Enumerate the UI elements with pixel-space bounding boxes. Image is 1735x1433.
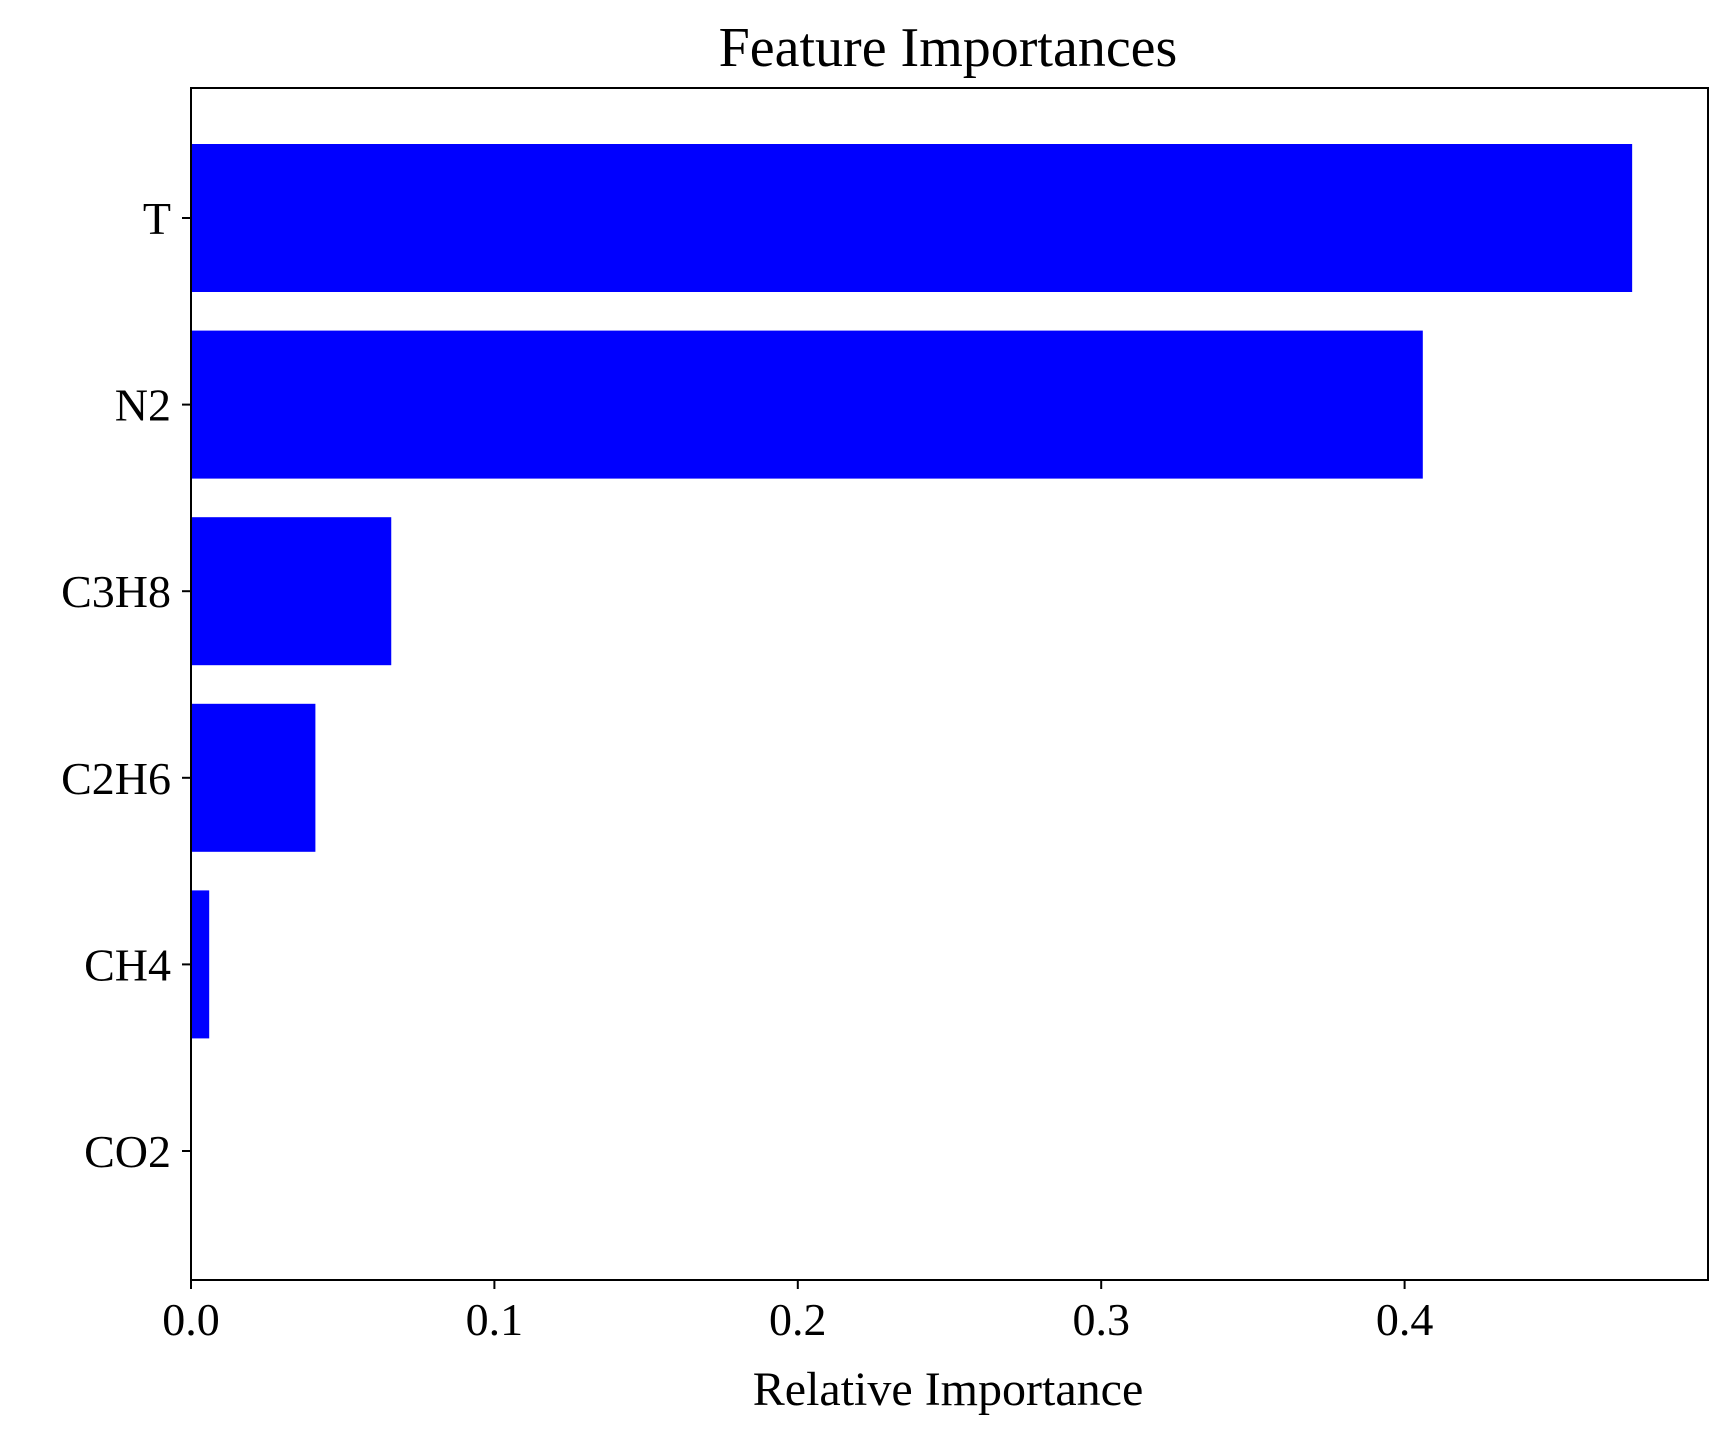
y-tick-label: CH4 (84, 939, 171, 990)
y-tick-label: N2 (115, 380, 171, 431)
bar-c2h6 (191, 703, 316, 852)
x-tick-label: 0.0 (162, 1294, 220, 1345)
bars-layer (191, 144, 1633, 1039)
y-tick-label: CO2 (84, 1126, 171, 1177)
x-tick-label: 0.1 (466, 1294, 524, 1345)
bar-n2 (191, 330, 1423, 479)
bar-t (191, 144, 1633, 292)
x-axis-label: Relative Importance (753, 1363, 1144, 1416)
x-tick-label: 0.3 (1072, 1294, 1130, 1345)
bar-ch4 (191, 890, 210, 1039)
plot-frame (190, 87, 1709, 1281)
x-tick-label: 0.2 (769, 1294, 827, 1345)
bar-c3h8 (191, 517, 392, 666)
chart-title: Feature Importances (719, 17, 1178, 79)
y-tick-label: C3H8 (61, 566, 171, 617)
y-axis-ticks: T N2 C3H8 C2H6 CH4 CO2 (61, 193, 191, 1177)
y-tick-label: T (143, 193, 171, 244)
x-axis-ticks: 0.0 0.1 0.2 0.3 0.4 (162, 1280, 1433, 1345)
x-tick-label: 0.4 (1376, 1294, 1434, 1345)
y-tick-label: C2H6 (61, 753, 171, 804)
